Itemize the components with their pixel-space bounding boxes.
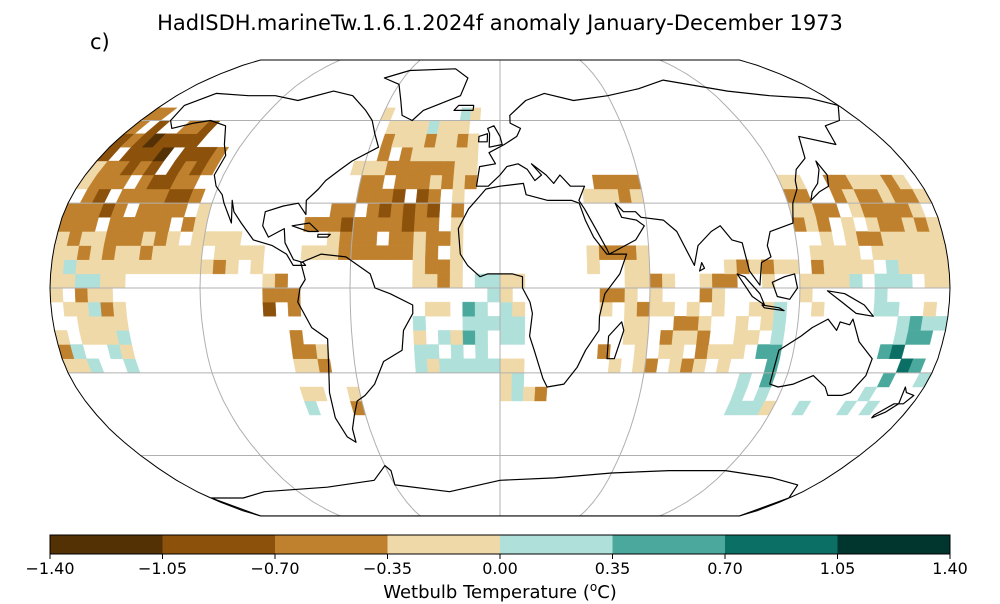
colorbar-tick-label: 1.05 [819, 559, 856, 578]
coastline [871, 403, 900, 419]
grid-cell [858, 400, 881, 416]
colorbar-segment [387, 535, 501, 554]
map-outline [49, 59, 951, 517]
grid-cell [289, 330, 304, 345]
grid-cell [250, 245, 266, 260]
colorbar-segment [50, 535, 163, 554]
coastline [771, 273, 799, 300]
coastline [297, 253, 414, 443]
coastlines [170, 68, 915, 516]
colorbar-tick-label: 0.70 [707, 559, 743, 578]
coastline [170, 90, 380, 266]
grid-cell [227, 231, 243, 246]
colorbar-segment [725, 535, 838, 554]
grid-cell [922, 301, 938, 317]
coastline [699, 262, 706, 272]
coastline [457, 182, 628, 388]
grid-cell [810, 301, 825, 317]
grid-cell [790, 400, 812, 416]
graticule [50, 60, 950, 516]
grid-cell [112, 301, 127, 317]
coastline [810, 160, 830, 201]
colorbar-label-prefix: Wetbulb Temperature ( [383, 582, 590, 603]
grid-cell [467, 133, 480, 148]
world-map [49, 59, 951, 517]
colorbar-tick-label: 1.40 [932, 559, 968, 578]
grid-cell [661, 301, 676, 317]
colorbar-tick-label: −1.40 [25, 559, 75, 578]
anomaly-grid [50, 107, 950, 416]
coastline [736, 273, 766, 306]
colorbar-tick-label: −0.35 [362, 559, 413, 578]
coastline [769, 318, 873, 396]
colorbar-segment [162, 535, 276, 554]
grid-cell [208, 146, 230, 162]
grid-cell [787, 174, 807, 190]
grid-cell [437, 301, 451, 317]
coastline [826, 290, 874, 317]
colorbar-tick-label: −0.70 [250, 559, 300, 578]
coastline [761, 304, 785, 312]
colorbar-segment [837, 535, 951, 554]
grid-cell [512, 301, 526, 317]
colorbar-tick-label: 0.00 [482, 559, 518, 578]
colorbar-tick-label: 0.35 [594, 559, 631, 578]
panel-label: c) [90, 30, 110, 54]
coastline [383, 68, 469, 122]
colorbar-label-suffix: C) [597, 582, 617, 603]
coastline [291, 222, 319, 233]
colorbar-segment [275, 535, 388, 554]
grid-cell [891, 174, 913, 190]
colorbar-segment [500, 535, 613, 554]
map-title: HadISDH.marineTw.1.6.1.2024f anomaly Jan… [157, 11, 843, 35]
colorbar-label: Wetbulb Temperature (oC) [0, 576, 1000, 604]
coastline [317, 233, 331, 238]
coastline [898, 386, 915, 405]
coastline [475, 79, 840, 286]
colorbar-label-sup: o [589, 580, 598, 594]
coastline [606, 321, 625, 360]
colorbar-segment [612, 535, 726, 554]
coastline [487, 125, 503, 148]
grid-cell [885, 301, 900, 317]
grid-cell [311, 386, 328, 402]
coastline [210, 465, 799, 516]
coastline [453, 104, 475, 111]
colorbar-tick-label: −1.05 [137, 559, 188, 578]
coastline [478, 133, 489, 143]
